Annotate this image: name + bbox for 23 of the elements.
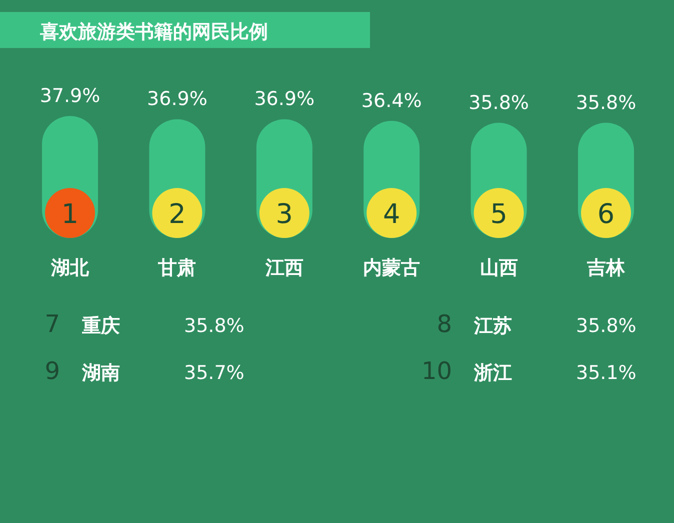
data-label: 35.8% [576,92,636,114]
x-tick-label: 甘肃 [157,257,196,279]
data-label: 37.9% [40,85,100,107]
text: 9 湖南 35.7% [44,357,244,385]
annotation: 6 [597,199,615,230]
text: 10 浙江 35.1% [421,357,636,385]
annotation: 1 [61,199,79,230]
data-label: 36.9% [254,88,315,110]
chart-title: 喜欢旅游类书籍的网民比例 [39,21,268,43]
annotation: 5 [490,199,508,230]
x-tick-label: 湖北 [50,257,90,279]
text: 8 江苏 35.8% [436,310,636,338]
annotation: 2 [168,199,186,230]
x-tick-label: 江西 [264,257,304,279]
x-tick-label: 山西 [480,257,518,279]
x-tick-label: 吉林 [586,257,626,279]
data-label: 35.8% [468,92,529,114]
data-label: 36.4% [361,90,422,112]
x-tick-label: 内蒙古 [363,257,420,279]
annotation: 3 [276,199,293,230]
data-label: 36.9% [147,88,208,110]
text: 7 重庆 35.8% [44,310,244,338]
annotation: 4 [383,199,400,230]
